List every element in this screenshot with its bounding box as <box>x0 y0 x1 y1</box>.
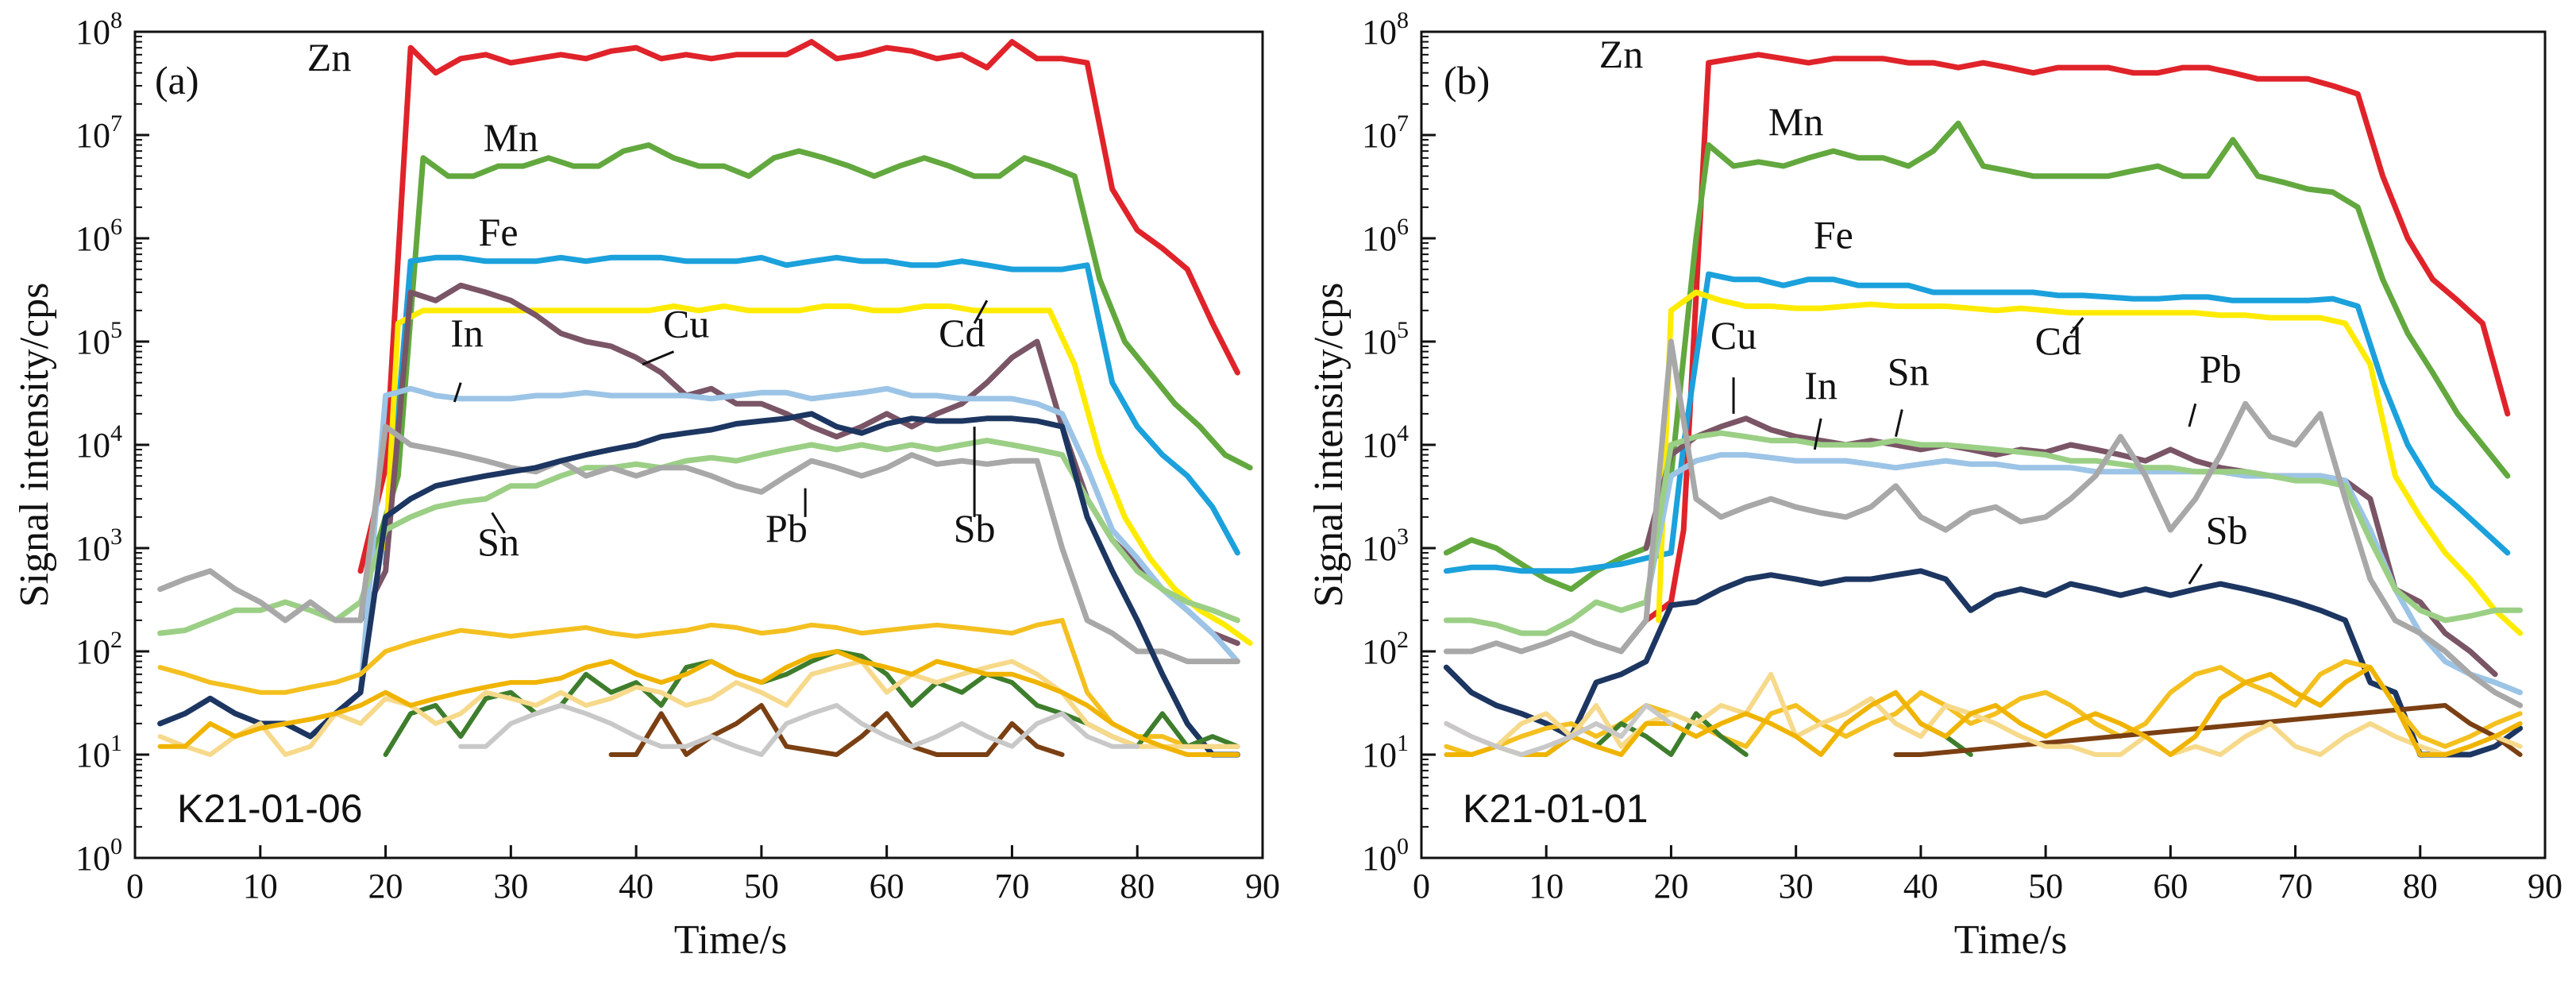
panel-a-label-zn: Zn <box>307 35 352 79</box>
panel-a-label-sn: Sn <box>477 520 519 564</box>
panel-b-label-pb: Pb <box>2200 347 2242 392</box>
panel-b-x-tick-label-40: 40 <box>1903 867 1938 906</box>
panel-a-x-axis-label: Time/s <box>674 917 788 963</box>
panel-b-series-cd <box>1656 289 2524 636</box>
panel-a-series-fe <box>383 254 1240 567</box>
panel-a: Signal intensity/cps Time/s Zn Mn Fe Cu Cd In… <box>12 7 1280 963</box>
panel-a-series-in <box>357 385 1240 696</box>
panel-a-x-tick-label-50: 50 <box>744 867 779 906</box>
panel-b-leader-sb <box>2188 563 2203 585</box>
panel-b-tag: (b) <box>1444 58 1490 102</box>
panel-b-series-cu <box>1643 415 2498 678</box>
panel-b-label-mn: Mn <box>1768 99 1823 144</box>
panel-a-element-labels: Zn Mn Fe Cu Cd In Sn Pb Sb <box>307 35 996 564</box>
panel-b-element-labels: Zn Mn Fe Cd Cu In Sn Pb Sb <box>1599 32 2248 585</box>
panel-b-label-sn: Sn <box>1888 350 1930 394</box>
panel-a-x-tick-label-90: 90 <box>1245 867 1280 906</box>
panel-a-x-tick-label-40: 40 <box>619 867 654 906</box>
panel-b-series <box>1443 52 2524 758</box>
panel-a-x-tick-label-10: 10 <box>243 867 278 906</box>
panel-b-x-tick-label-30: 30 <box>1779 867 1814 906</box>
panel-a-label-fe: Fe <box>479 210 519 254</box>
panel-b-label-sb: Sb <box>2206 508 2248 553</box>
panel-b-series-sb <box>1443 568 2524 758</box>
panel-b-x-tick-label-90: 90 <box>2528 867 2563 906</box>
panel-a-leader-cd <box>973 299 989 324</box>
panel-b-series-mix5 <box>1444 665 2523 757</box>
panel-b-label-cu: Cu <box>1710 313 1757 357</box>
panel-b-series-in <box>1643 452 2524 696</box>
panel-b-series-mix4 <box>1444 671 2523 757</box>
panel-a-x-tick-label-80: 80 <box>1120 867 1155 906</box>
panel-a-y-tick-label-6: 106 <box>75 214 122 258</box>
panel-b-label-in: In <box>1804 363 1838 408</box>
panel-a-leader-cu <box>642 350 675 366</box>
panel-b-leader-in <box>1813 418 1822 450</box>
panel-a-label-in: In <box>450 311 484 355</box>
panel-b-series-mix6 <box>1444 703 1674 757</box>
panel-b-x-tick-label-0: 0 <box>1413 867 1430 906</box>
panel-a-x-tick-label-60: 60 <box>870 867 904 906</box>
panel-a-series <box>157 39 1253 758</box>
panel-a-x-tick-label-0: 0 <box>126 867 144 906</box>
panel-b-x-tick-label-80: 80 <box>2403 867 2438 906</box>
panel-a-label-cu: Cu <box>663 302 709 346</box>
panel-b-label-zn: Zn <box>1599 32 1644 76</box>
panel-a-x-tick-label-20: 20 <box>368 867 403 906</box>
panel-a-x-tick-label-70: 70 <box>994 867 1029 906</box>
panel-b-x-tick-label-50: 50 <box>2028 867 2063 906</box>
panel-a-series-cd <box>383 303 1253 647</box>
panel-a-tag: (a) <box>155 58 199 102</box>
panel-b-y-tick-label-3: 103 <box>1362 523 1409 568</box>
panel-a-label-sb: Sb <box>954 506 996 550</box>
panel-a-sample-label: K21-01-06 <box>177 786 363 831</box>
panel-a-label-mn: Mn <box>484 115 538 160</box>
panel-b-x-tick-label-10: 10 <box>1529 867 1564 906</box>
panel-a-series-mn <box>370 142 1253 562</box>
panel-b-leader-cd <box>2069 317 2084 334</box>
panel-a-series-sn <box>157 438 1240 636</box>
panel-b-sample-label: K21-01-01 <box>1463 786 1649 831</box>
panel-b-y-tick-label-7: 107 <box>1362 110 1409 155</box>
panel-b-series-fe <box>1443 271 2511 574</box>
panel-a-leader-sn <box>491 512 506 534</box>
panel-b-series-pb <box>1443 338 2524 709</box>
panel-a-x-tick-label-30: 30 <box>493 867 528 906</box>
panel-b-label-cd: Cd <box>2035 319 2081 363</box>
panel-b-series-zn <box>1643 52 2511 624</box>
panel-b-y-tick-label-0: 100 <box>1362 833 1409 878</box>
panel-a-series-mix1 <box>157 617 1240 749</box>
panel-a-y-axis-label: Signal intensity/cps <box>12 283 57 608</box>
panel-a-label-pb: Pb <box>765 506 808 550</box>
panel-b: Signal intensity/cps Time/s Zn Mn Fe Cd Cu In… <box>1306 7 2563 963</box>
panel-b-leader-sn <box>1894 409 1903 438</box>
panel-b-x-axis-label: Time/s <box>1954 917 2068 963</box>
panel-b-y-axis-label: Signal intensity/cps <box>1306 283 1352 608</box>
panel-b-label-fe: Fe <box>1814 213 1853 257</box>
panel-a-leader-in <box>453 382 462 403</box>
panel-a-series-pb <box>157 423 1240 665</box>
panel-b-series-mn <box>1443 120 2511 593</box>
panel-a-series-mix6 <box>458 703 1140 757</box>
panel-a-y-tick-label-4: 104 <box>75 420 122 465</box>
panel-b-leader-pb <box>2188 403 2197 427</box>
panel-a-label-cd: Cd <box>939 311 985 355</box>
panel-a-series-zn <box>357 39 1240 574</box>
panel-b-x-tick-label-70: 70 <box>2278 867 2313 906</box>
panel-b-x-tick-label-60: 60 <box>2153 867 2188 906</box>
panel-a-series-mix5 <box>157 649 1240 757</box>
panel-b-x-tick-label-20: 20 <box>1653 867 1688 906</box>
